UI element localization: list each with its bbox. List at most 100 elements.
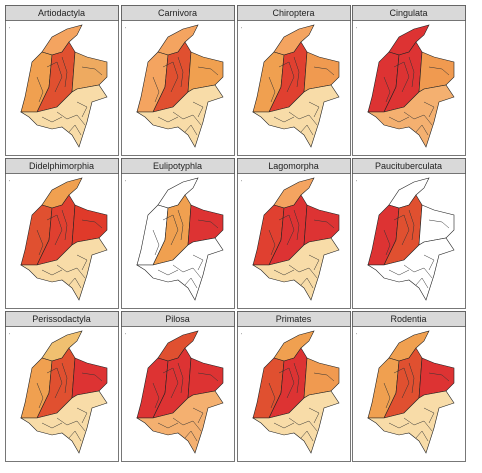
strip-label: Carnivora	[158, 8, 197, 18]
map	[251, 177, 340, 301]
map-boundary	[172, 264, 202, 279]
map-boundary	[197, 372, 219, 382]
map-boundary	[162, 61, 179, 93]
axis-mark: '	[125, 180, 126, 186]
strip	[5, 158, 119, 174]
map-boundary	[172, 417, 202, 432]
map-boundary	[184, 124, 198, 136]
strip	[5, 5, 119, 21]
axis-mark: '	[356, 27, 357, 33]
facet-panel: Eulipotyphla '	[121, 158, 235, 309]
strip	[237, 5, 351, 21]
map	[19, 330, 108, 454]
map-boundary	[288, 264, 318, 279]
map-boundary	[36, 76, 44, 103]
map-boundary	[41, 422, 63, 429]
map-boundary	[383, 382, 391, 409]
map-boundary	[46, 214, 63, 246]
map-boundary	[393, 214, 410, 246]
strip-label: Eulipotyphla	[153, 161, 202, 171]
strip	[352, 5, 466, 21]
map-boundary	[300, 277, 314, 289]
axis-mark: '	[356, 333, 357, 339]
map-boundary	[423, 254, 435, 271]
map-boundary	[403, 417, 433, 432]
map-region	[366, 390, 455, 454]
axis-mark: '	[9, 27, 10, 33]
map-region	[19, 390, 108, 454]
map-boundary	[388, 116, 410, 123]
map-boundary	[313, 372, 335, 382]
map-boundary	[61, 56, 68, 88]
map-boundary	[56, 111, 86, 126]
map-boundary	[288, 417, 318, 432]
facet-panel: Primates '	[237, 311, 351, 462]
strip	[237, 158, 351, 174]
map-boundary	[41, 116, 63, 123]
map-boundary	[177, 209, 184, 241]
map-boundary	[197, 219, 219, 229]
axis-mark: '	[125, 333, 126, 339]
map-boundary	[308, 407, 320, 424]
strip-label: Paucituberculata	[375, 161, 442, 171]
map-boundary	[388, 269, 410, 276]
facet-panel: Chiroptera '	[237, 5, 351, 156]
strip-label: Rodentia	[390, 314, 426, 324]
facet-panel: Didelphimorphia '	[5, 158, 119, 309]
map-boundary	[76, 254, 88, 271]
facet-panel: Cingulata '	[352, 5, 466, 156]
axis-mark: '	[356, 180, 357, 186]
map-boundary	[81, 372, 103, 382]
map-boundary	[76, 407, 88, 424]
map-boundary	[192, 101, 204, 118]
map-boundary	[383, 229, 391, 256]
map-boundary	[278, 214, 295, 246]
map	[19, 177, 108, 301]
map	[19, 24, 108, 148]
axis-mark: '	[241, 27, 242, 33]
map-boundary	[192, 407, 204, 424]
map	[366, 24, 455, 148]
map-boundary	[408, 362, 415, 394]
map-boundary	[184, 430, 198, 442]
map-boundary	[36, 382, 44, 409]
map-boundary	[68, 430, 82, 442]
map-region	[135, 390, 224, 454]
facet-panel: Artiodactyla '	[5, 5, 119, 156]
strip-label: Primates	[276, 314, 312, 324]
map-boundary	[268, 382, 276, 409]
facet-panel: Lagomorpha '	[237, 158, 351, 309]
map-boundary	[415, 430, 429, 442]
map	[366, 177, 455, 301]
map-boundary	[408, 56, 415, 88]
map-boundary	[273, 422, 295, 429]
map-boundary	[192, 254, 204, 271]
map-boundary	[278, 367, 295, 399]
axis-mark: '	[241, 333, 242, 339]
map-boundary	[162, 214, 179, 246]
map-boundary	[388, 422, 410, 429]
map-boundary	[268, 76, 276, 103]
strip-label: Pilosa	[165, 314, 190, 324]
map	[251, 24, 340, 148]
map-boundary	[157, 269, 179, 276]
map-boundary	[313, 66, 335, 76]
map-boundary	[278, 61, 295, 93]
map-region	[135, 84, 224, 148]
map-boundary	[428, 219, 450, 229]
strip-label: Lagomorpha	[268, 161, 319, 171]
map-boundary	[308, 254, 320, 271]
map-region	[19, 237, 108, 301]
map-boundary	[415, 124, 429, 136]
facet-panel: Perissodactyla '	[5, 311, 119, 462]
map-boundary	[393, 61, 410, 93]
strip	[237, 311, 351, 327]
map-boundary	[68, 124, 82, 136]
map-boundary	[293, 56, 300, 88]
map-boundary	[157, 422, 179, 429]
map-boundary	[423, 101, 435, 118]
map-boundary	[81, 66, 103, 76]
strip-label: Perissodactyla	[32, 314, 91, 324]
